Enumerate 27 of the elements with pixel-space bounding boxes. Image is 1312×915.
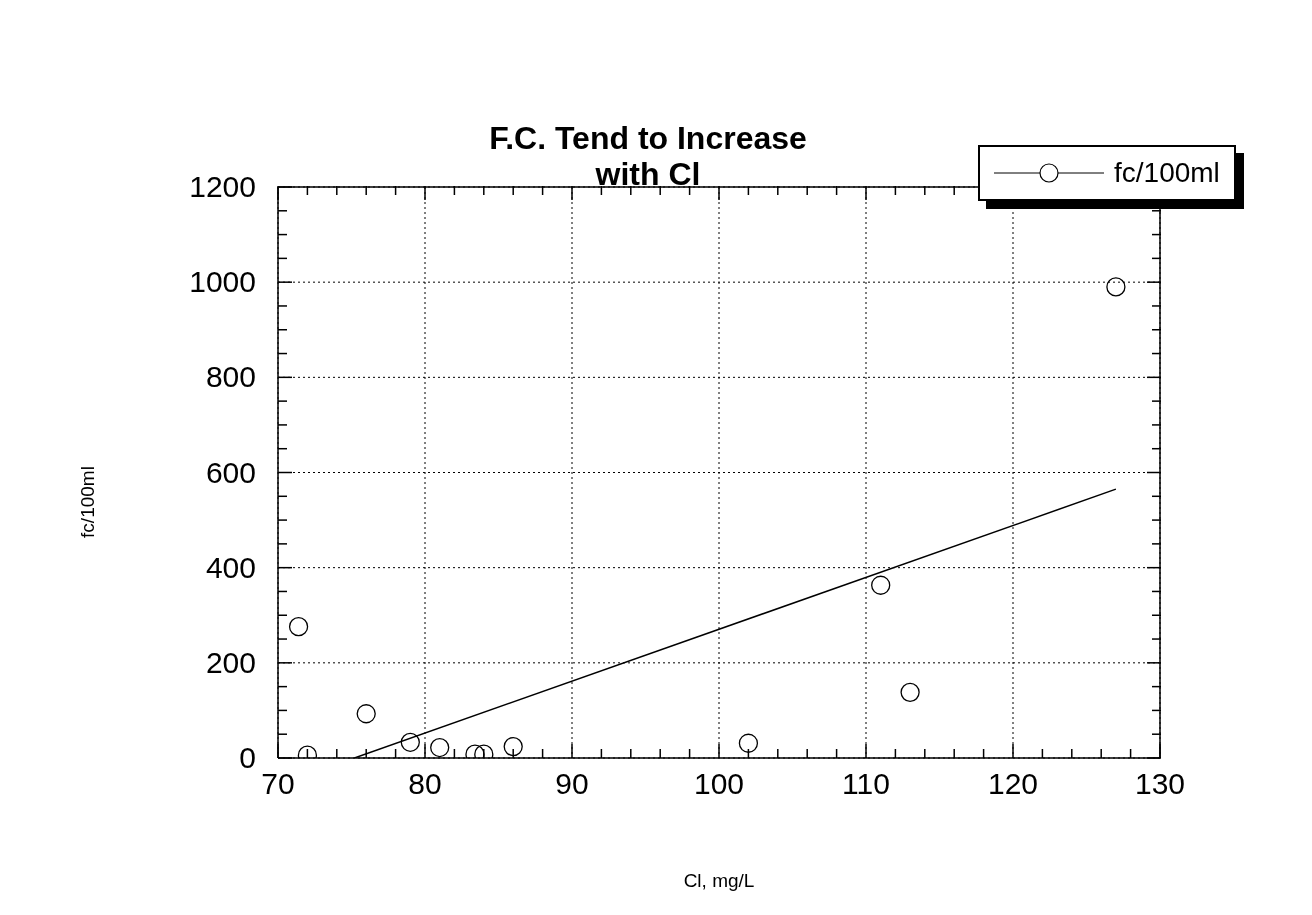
x-tick-label: 90	[555, 767, 589, 800]
point	[503, 736, 523, 757]
y-axis-title: fc/100ml	[77, 466, 99, 538]
point	[288, 617, 309, 637]
x-tick-label: 130	[1134, 767, 1186, 800]
x-tick-label: 70	[261, 767, 295, 800]
point	[1106, 277, 1126, 297]
y-tick-label: 1200	[189, 170, 256, 203]
y-tick-label: 800	[205, 360, 256, 394]
x-tick-label: 80	[408, 767, 442, 800]
chart-title: F.C. Tend to Increase with Cl	[488, 120, 808, 192]
point	[430, 737, 450, 758]
point	[900, 682, 920, 702]
point	[400, 732, 420, 752]
y-tick-label: 400	[205, 550, 256, 584]
point	[871, 575, 891, 595]
y-tick-label: 200	[205, 645, 256, 679]
y-tick-label: 1000	[189, 265, 256, 299]
x-tick-label: 120	[987, 767, 1039, 800]
x-tick-label: 100	[693, 767, 745, 800]
legend-label: fc/100ml	[1114, 157, 1220, 189]
point	[738, 733, 759, 753]
y-tick-label: 0	[239, 741, 256, 774]
point	[356, 704, 376, 724]
y-tick-label: 600	[205, 455, 256, 489]
x-tick-label: 110	[842, 767, 890, 800]
x-axis-title: Cl, mg/L	[683, 870, 755, 892]
